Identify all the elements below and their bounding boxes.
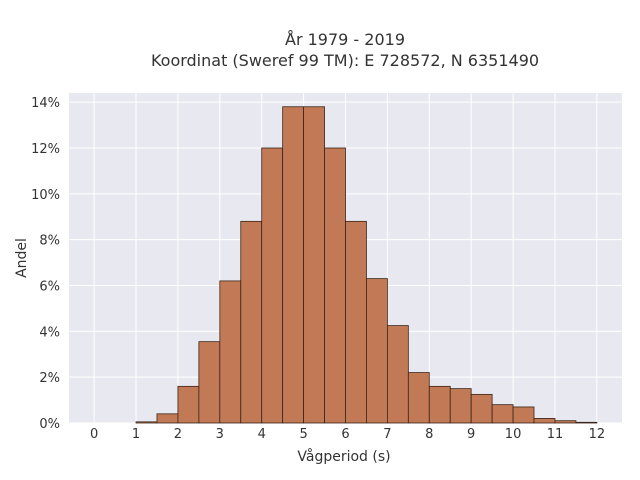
histogram-bar-10 bbox=[345, 220, 367, 424]
x-tick-label-1: 1 bbox=[132, 427, 140, 442]
x-tick-label-5: 5 bbox=[299, 427, 307, 442]
y-tick-label-2: 4% bbox=[39, 325, 60, 340]
histogram-bar-3 bbox=[198, 341, 221, 424]
y-tick-label-5: 10% bbox=[31, 188, 60, 203]
histogram-bar-4 bbox=[219, 280, 242, 424]
histogram-bar-2 bbox=[177, 385, 200, 424]
chart-title: År 1979 - 2019 bbox=[285, 30, 405, 49]
histogram-bar-11 bbox=[366, 278, 388, 424]
y-tick-label-4: 8% bbox=[39, 234, 60, 249]
histogram-bar-5 bbox=[240, 220, 263, 424]
histogram-bar-17 bbox=[491, 404, 514, 424]
y-tick-label-6: 12% bbox=[31, 142, 60, 157]
histogram-bar-1 bbox=[156, 413, 179, 424]
x-tick-label-12: 12 bbox=[589, 427, 606, 442]
x-tick-label-4: 4 bbox=[258, 427, 266, 442]
x-tick-label-11: 11 bbox=[547, 427, 564, 442]
y-tick-label-1: 2% bbox=[39, 371, 60, 386]
chart-subtitle: Koordinat (Sweref 99 TM): E 728572, N 63… bbox=[151, 51, 539, 70]
histogram-bar-7 bbox=[282, 106, 305, 424]
x-axis-label: Vågperiod (s) bbox=[297, 448, 390, 465]
bars bbox=[135, 106, 598, 424]
x-tick-label-7: 7 bbox=[383, 427, 391, 442]
histogram-bar-15 bbox=[449, 388, 472, 424]
histogram-bar-8 bbox=[303, 106, 325, 424]
x-axis-ticks: 0 1 2 3 4 5 6 7 8 9 10 11 12 bbox=[90, 427, 605, 442]
histogram-bar-9 bbox=[324, 147, 346, 424]
x-tick-label-6: 6 bbox=[341, 427, 349, 442]
histogram-bar-6 bbox=[261, 147, 284, 424]
y-tick-label-0: 0% bbox=[39, 417, 60, 432]
x-tick-label-2: 2 bbox=[174, 427, 182, 442]
histogram-bar-0 bbox=[135, 421, 158, 424]
histogram-bar-16 bbox=[470, 393, 493, 424]
histogram-bar-13 bbox=[407, 372, 430, 424]
histogram-bar-18 bbox=[512, 406, 535, 424]
histogram-bar-12 bbox=[386, 325, 409, 424]
x-tick-label-0: 0 bbox=[90, 427, 98, 442]
histogram-bar-19 bbox=[533, 418, 556, 424]
histogram-bar-20 bbox=[554, 420, 577, 424]
y-axis-ticks: 0% 2% 4% 6% 8% 10% 12% 14% bbox=[31, 96, 60, 432]
histogram-bar-21 bbox=[575, 421, 598, 424]
y-tick-label-7: 14% bbox=[31, 96, 60, 111]
histogram-bar-14 bbox=[428, 385, 451, 424]
x-tick-label-8: 8 bbox=[425, 427, 433, 442]
x-tick-label-3: 3 bbox=[216, 427, 224, 442]
y-tick-label-3: 6% bbox=[39, 280, 60, 295]
y-axis-label: Andel bbox=[14, 238, 30, 278]
x-tick-label-9: 9 bbox=[467, 427, 475, 442]
x-tick-label-10: 10 bbox=[505, 427, 522, 442]
